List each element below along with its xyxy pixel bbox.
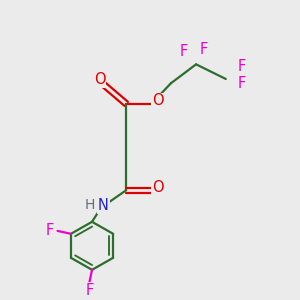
Text: F: F	[179, 44, 188, 59]
Text: F: F	[200, 42, 208, 57]
Text: O: O	[94, 72, 105, 87]
Text: O: O	[152, 180, 164, 195]
Text: F: F	[238, 59, 246, 74]
Text: F: F	[85, 283, 94, 298]
Text: F: F	[238, 76, 246, 91]
Text: N: N	[98, 198, 109, 213]
Text: O: O	[152, 93, 164, 108]
Text: H: H	[85, 198, 95, 212]
Text: F: F	[46, 223, 54, 238]
